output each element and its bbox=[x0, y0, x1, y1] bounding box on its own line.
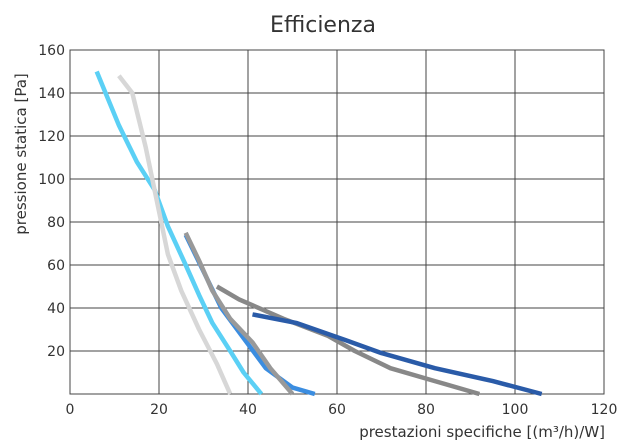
y-tick-label: 160 bbox=[38, 43, 65, 59]
x-tick-label: 20 bbox=[150, 402, 168, 418]
y-tick-label: 140 bbox=[38, 86, 65, 102]
y-axis-title: pressione statica [Pa] bbox=[12, 73, 30, 234]
x-tick-label: 80 bbox=[417, 402, 435, 418]
y-tick-label: 60 bbox=[47, 258, 65, 274]
series-group bbox=[94, 70, 543, 397]
axes: 0 20 40 60 80 100 120 20 40 60 80 100 120 140 160 bbox=[38, 43, 617, 418]
chart-title: Efficienza bbox=[270, 13, 376, 38]
series-line-2 bbox=[117, 74, 233, 395]
series-line-1 bbox=[94, 70, 264, 396]
x-tick-label: 40 bbox=[239, 402, 257, 418]
x-axis-title: prestazioni specifiche [(m³/h)/W] bbox=[359, 423, 605, 441]
y-tick-label: 40 bbox=[47, 301, 65, 317]
y-tick-label: 100 bbox=[38, 172, 65, 188]
x-tick-label: 60 bbox=[328, 402, 346, 418]
x-tick-label: 0 bbox=[66, 402, 75, 418]
x-tick-label: 100 bbox=[502, 402, 529, 418]
grid bbox=[69, 49, 605, 395]
series-line-5 bbox=[215, 284, 481, 397]
series-line-4 bbox=[183, 231, 295, 396]
series-line-6 bbox=[252, 312, 543, 397]
y-tick-label: 80 bbox=[47, 215, 65, 231]
x-tick-label: 120 bbox=[591, 402, 618, 418]
y-tick-label: 120 bbox=[38, 129, 65, 145]
y-tick-label: 20 bbox=[47, 344, 65, 360]
